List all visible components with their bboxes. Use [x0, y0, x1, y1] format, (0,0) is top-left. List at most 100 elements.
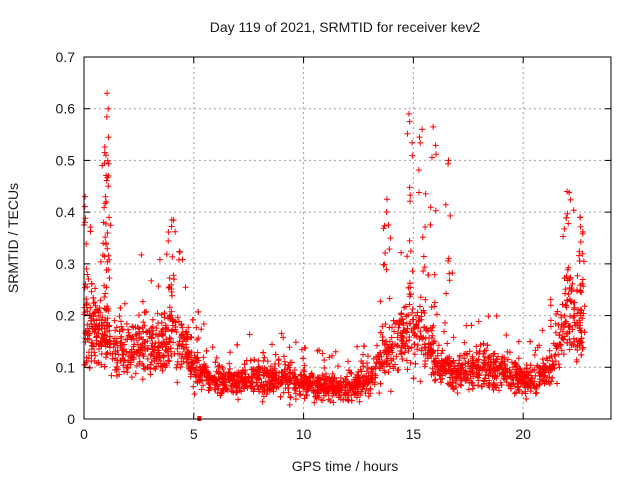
scatter-point: [355, 378, 362, 385]
scatter-point: [261, 368, 268, 375]
scatter-point: [331, 385, 338, 392]
scatter-point: [519, 369, 526, 376]
scatter-point: [383, 351, 390, 358]
scatter-point: [303, 392, 310, 399]
scatter-point: [554, 380, 561, 387]
y-tick-label: 0.7: [56, 49, 76, 65]
scatter-point: [161, 310, 168, 317]
scatter-point: [498, 382, 505, 389]
scatter-point: [102, 316, 109, 323]
scatter-point: [408, 309, 415, 316]
scatter-point: [531, 366, 538, 373]
scatter-point: [291, 384, 298, 391]
peak-point: [427, 221, 434, 228]
scatter-point: [431, 358, 438, 365]
scatter-point: [287, 393, 294, 400]
scatter-point: [364, 353, 371, 360]
scatter-point: [348, 392, 355, 399]
scatter-point: [188, 371, 195, 378]
scatter-point: [534, 362, 541, 369]
scatter-point: [523, 365, 530, 372]
scatter-point: [216, 363, 223, 370]
scatter-point: [219, 364, 226, 371]
scatter-point: [499, 371, 506, 378]
peak-point: [431, 299, 438, 306]
scatter-point: [547, 323, 554, 330]
scatter-point: [438, 358, 445, 365]
scatter-point: [260, 349, 267, 356]
scatter-point: [331, 375, 338, 382]
scatter-point: [183, 328, 190, 335]
scatter-point: [272, 351, 279, 358]
scatter-point: [173, 364, 180, 371]
scatter-point: [453, 377, 460, 384]
peak-point: [382, 249, 389, 256]
scatter-point: [287, 394, 294, 401]
scatter-point: [104, 245, 111, 252]
scatter-point: [81, 309, 88, 316]
scatter-point: [432, 376, 439, 383]
scatter-point: [393, 319, 400, 326]
peak-point: [170, 276, 177, 283]
scatter-point: [485, 354, 492, 361]
scatter-point: [412, 360, 419, 367]
scatter-point: [88, 323, 95, 330]
scatter-point: [200, 354, 207, 361]
scatter-point: [529, 375, 536, 382]
scatter-point: [132, 324, 139, 331]
scatter-point: [198, 386, 205, 393]
scatter-point: [178, 343, 185, 350]
scatter-point: [574, 310, 581, 317]
scatter-point: [449, 371, 456, 378]
scatter-point: [298, 346, 305, 353]
scatter-point: [521, 378, 528, 385]
scatter-point: [228, 383, 235, 390]
scatter-point: [86, 335, 93, 342]
peak-point: [562, 286, 569, 293]
scatter-point: [359, 374, 366, 381]
scatter-point: [550, 340, 557, 347]
peak-point: [419, 234, 426, 241]
scatter-point: [95, 340, 102, 347]
y-axis-label: SRMTID / TECUs: [5, 183, 21, 293]
scatter-point: [417, 328, 424, 335]
scatter-point: [561, 312, 568, 319]
scatter-point: [402, 303, 409, 310]
peak-point: [421, 323, 428, 330]
scatter-point: [167, 345, 174, 352]
scatter-point: [132, 331, 139, 338]
peak-point: [431, 271, 438, 278]
scatter-point: [569, 280, 576, 287]
scatter-point: [112, 327, 119, 334]
scatter-point: [351, 391, 358, 398]
scatter-point: [547, 296, 554, 303]
scatter-point: [556, 364, 563, 371]
scatter-point: [97, 309, 104, 316]
scatter-point: [354, 394, 360, 401]
scatter-point: [251, 356, 258, 363]
scatter-point: [176, 351, 183, 358]
scatter-point: [314, 347, 321, 354]
peak-point: [409, 152, 416, 159]
scatter-point: [543, 355, 550, 362]
peak-point: [385, 221, 392, 228]
scatter-point: [196, 376, 203, 383]
scatter-point: [112, 348, 119, 355]
peak-point: [105, 252, 112, 259]
scatter-point: [219, 374, 226, 381]
scatter-point: [264, 382, 271, 389]
scatter-point: [484, 361, 491, 368]
scatter-point: [206, 387, 213, 394]
scatter-point: [144, 338, 151, 345]
peak-point: [103, 177, 110, 184]
scatter-point: [189, 316, 196, 323]
scatter-point: [352, 374, 359, 381]
scatter-point: [221, 382, 228, 389]
scatter-point: [346, 381, 353, 388]
scatter-point: [469, 385, 476, 392]
scatter-point: [518, 368, 525, 375]
scatter-point: [219, 386, 226, 393]
scatter-point: [227, 349, 234, 356]
scatter-point: [363, 376, 370, 383]
peak-point: [102, 290, 109, 297]
